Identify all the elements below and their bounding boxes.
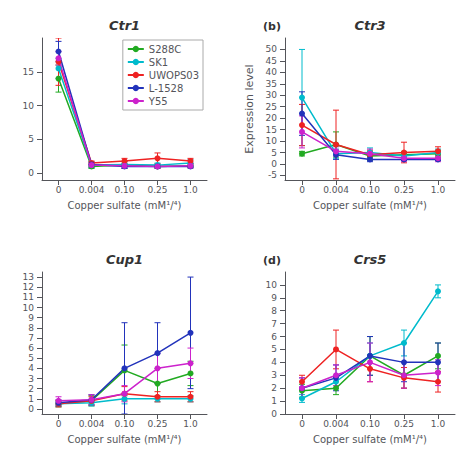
svg-text:Ctr1: Ctr1 [109, 18, 140, 33]
svg-text:Copper sulfate (mM¹/⁴): Copper sulfate (mM¹/⁴) [313, 434, 427, 445]
svg-text:4: 4 [28, 363, 34, 373]
svg-text:40: 40 [266, 67, 278, 77]
svg-text:15: 15 [23, 67, 34, 77]
svg-text:35: 35 [266, 79, 277, 89]
svg-text:0.004: 0.004 [79, 185, 105, 195]
svg-text:0.25: 0.25 [147, 185, 167, 195]
svg-text:Copper sulfate (mM¹/⁴): Copper sulfate (mM¹/⁴) [313, 200, 427, 211]
svg-text:15: 15 [266, 125, 277, 135]
svg-text:9: 9 [28, 313, 34, 323]
svg-text:2: 2 [28, 384, 34, 394]
svg-text:1.0: 1.0 [431, 185, 446, 195]
svg-text:30: 30 [266, 90, 278, 100]
svg-text:S288C: S288C [149, 44, 181, 55]
svg-text:5: 5 [271, 148, 277, 158]
svg-text:6: 6 [271, 332, 277, 342]
svg-text:Cup1: Cup1 [106, 252, 143, 267]
svg-text:8: 8 [271, 306, 277, 316]
svg-text:(d): (d) [263, 254, 281, 267]
svg-text:1.0: 1.0 [183, 419, 198, 429]
svg-text:45: 45 [266, 56, 277, 66]
svg-text:4: 4 [271, 357, 277, 367]
svg-text:1: 1 [28, 394, 34, 404]
svg-text:7: 7 [271, 319, 277, 329]
svg-text:1.0: 1.0 [183, 185, 198, 195]
svg-text:9: 9 [271, 293, 277, 303]
svg-text:5: 5 [271, 344, 277, 354]
svg-text:Crs5: Crs5 [354, 252, 387, 267]
svg-text:L-1528: L-1528 [149, 83, 183, 94]
svg-text:0.10: 0.10 [114, 185, 134, 195]
svg-text:10: 10 [23, 303, 35, 313]
svg-text:0.10: 0.10 [360, 185, 380, 195]
svg-text:0.10: 0.10 [360, 419, 380, 429]
svg-text:Ctr3: Ctr3 [354, 18, 385, 33]
svg-text:0.004: 0.004 [323, 419, 349, 429]
svg-text:0.25: 0.25 [394, 419, 414, 429]
svg-text:1: 1 [271, 396, 277, 406]
svg-text:10: 10 [266, 136, 278, 146]
svg-text:2: 2 [271, 383, 277, 393]
svg-text:0: 0 [299, 185, 305, 195]
svg-text:0.004: 0.004 [79, 419, 105, 429]
svg-text:3: 3 [271, 370, 277, 380]
svg-text:-5: -5 [268, 170, 277, 180]
svg-text:25: 25 [266, 102, 277, 112]
svg-text:8: 8 [28, 323, 34, 333]
svg-text:0: 0 [56, 185, 62, 195]
svg-text:0.25: 0.25 [394, 185, 414, 195]
svg-text:5: 5 [28, 353, 34, 363]
svg-text:7: 7 [28, 333, 34, 343]
svg-text:1.0: 1.0 [431, 419, 446, 429]
svg-text:11: 11 [23, 292, 34, 302]
svg-text:0: 0 [56, 419, 62, 429]
svg-text:0: 0 [299, 419, 305, 429]
svg-text:6: 6 [28, 343, 34, 353]
svg-text:12: 12 [23, 282, 34, 292]
svg-text:0.10: 0.10 [114, 419, 134, 429]
svg-text:0.25: 0.25 [147, 419, 167, 429]
svg-text:20: 20 [266, 113, 278, 123]
svg-text:13: 13 [23, 272, 34, 282]
svg-text:0: 0 [28, 404, 34, 414]
svg-text:Y55: Y55 [148, 96, 168, 107]
svg-text:0: 0 [28, 168, 34, 178]
svg-text:UWOPS03: UWOPS03 [149, 70, 199, 81]
svg-text:10: 10 [266, 280, 278, 290]
svg-text:0: 0 [271, 159, 277, 169]
svg-text:Expression level: Expression level [243, 64, 256, 153]
svg-text:(b): (b) [263, 20, 281, 33]
svg-text:Copper sulfate (mM¹/⁴): Copper sulfate (mM¹/⁴) [67, 434, 181, 445]
svg-text:SK1: SK1 [149, 57, 168, 68]
svg-text:5: 5 [28, 134, 34, 144]
svg-text:Copper sulfate (mM¹/⁴): Copper sulfate (mM¹/⁴) [67, 200, 181, 211]
svg-text:0.004: 0.004 [323, 185, 349, 195]
svg-text:10: 10 [23, 101, 35, 111]
svg-text:0: 0 [271, 409, 277, 419]
svg-text:50: 50 [266, 44, 278, 54]
svg-text:3: 3 [28, 374, 34, 384]
